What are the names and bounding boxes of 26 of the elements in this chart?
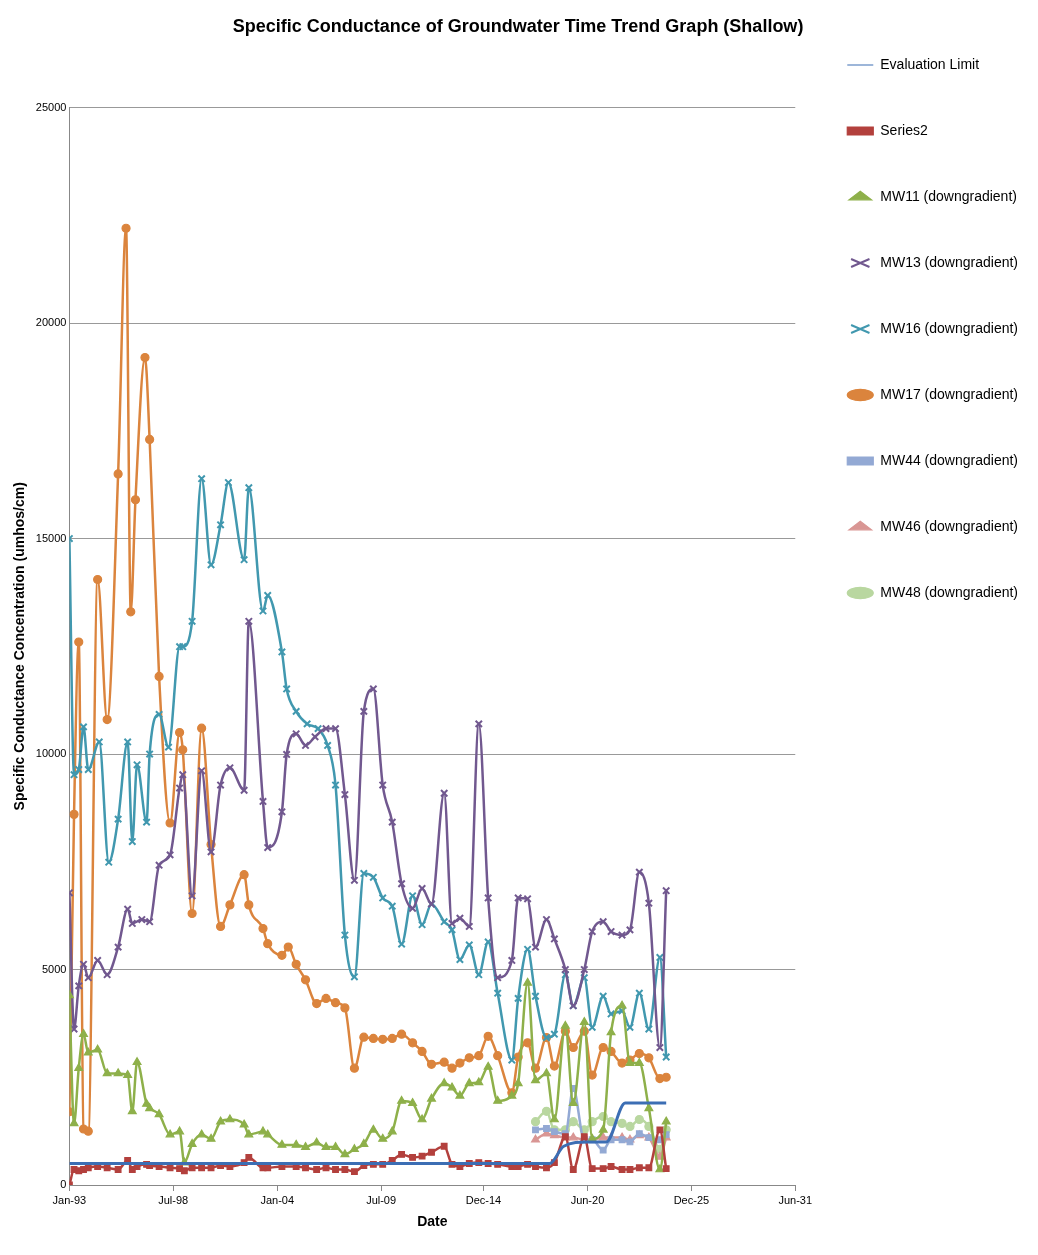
x-tick-label: Jan-93 [52,1193,87,1206]
chart-title: Specific Conductance of Groundwater Time Trend Graph (Shallow) [232,15,804,36]
x-tick-label: Dec-25 [673,1193,710,1206]
y-tick-label: 0 [60,1178,67,1191]
legend-label: MW17 (downgradient) [880,385,1019,402]
x-tick-label: Jul-98 [158,1193,189,1206]
y-tick-label: 15000 [35,531,67,544]
legend-label: MW11 (downgradient) [880,187,1017,204]
x-tick-label: Jun-20 [570,1193,605,1206]
y-tick-label: 20000 [35,316,67,329]
x-tick-label: Jun-31 [778,1193,813,1206]
x-axis-title: Date [417,1213,448,1230]
x-tick-label: Jan-04 [260,1193,295,1206]
x-tick-label: Dec-14 [465,1193,502,1206]
x-tick-label: Jul-09 [366,1193,397,1206]
y-tick-label: 10000 [35,747,67,760]
legend-label: MW48 (downgradient) [880,583,1019,600]
y-tick-label: 25000 [35,100,67,113]
legend-label: MW13 (downgradient) [880,253,1019,270]
legend-label: Evaluation Limit [880,55,980,72]
y-axis-title: Specific Conductance Concentration (umhos/cm) [11,482,28,811]
legend-label: MW16 (downgradient) [880,319,1019,336]
y-tick-label: 5000 [41,962,67,975]
legend-label: MW44 (downgradient) [880,451,1019,468]
legend-label: MW46 (downgradient) [880,517,1019,534]
legend-label: Series2 [880,121,928,138]
